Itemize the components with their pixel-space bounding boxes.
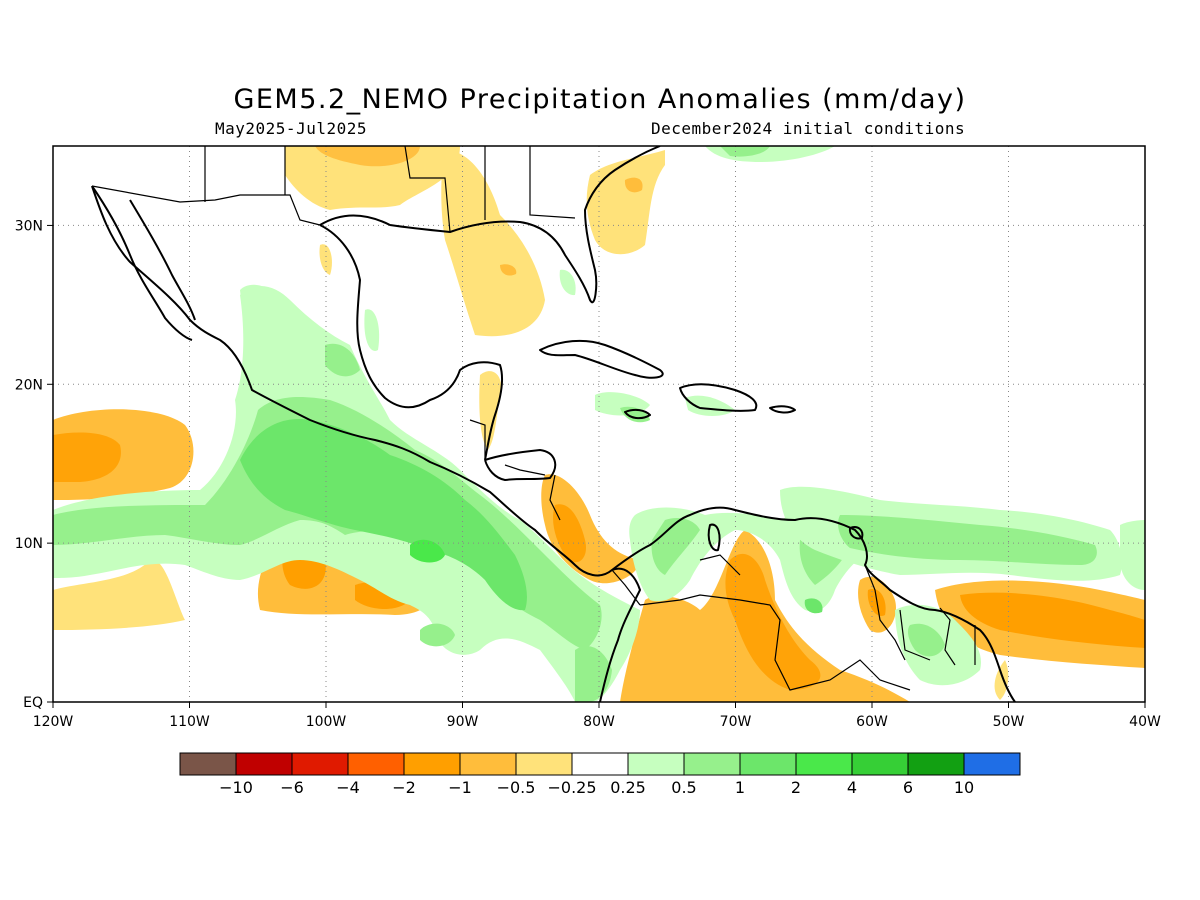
- colorbar-swatch: [235, 752, 293, 776]
- colorbar-swatch: [571, 752, 629, 776]
- colorbar-swatch: [627, 752, 685, 776]
- x-tick-label: 40W: [1129, 714, 1161, 730]
- colorbar-swatch: [683, 752, 741, 776]
- colorbar-swatch: [851, 752, 909, 776]
- colorbar-swatch: [907, 752, 965, 776]
- colorbar-swatch: [515, 752, 573, 776]
- colorbar-label: −2: [392, 778, 416, 797]
- colorbar-label: 0.25: [610, 778, 646, 797]
- y-tick-label: 10N: [15, 536, 43, 552]
- forecast-period: May2025-Jul2025: [215, 119, 367, 138]
- colorbar-label: −0.5: [497, 778, 536, 797]
- x-tick-label: 120W: [33, 714, 74, 730]
- map-title: GEM5.2_NEMO Precipitation Anomalies (mm/…: [233, 84, 967, 115]
- colorbar-label: −4: [336, 778, 360, 797]
- coastlines: [91, 146, 1016, 702]
- initial-conditions: December2024 initial conditions: [651, 119, 966, 138]
- y-tick-label: 20N: [15, 377, 43, 393]
- colorbar-label: −1: [448, 778, 472, 797]
- x-tick-label: 80W: [583, 714, 615, 730]
- colorbar-swatch: [291, 752, 349, 776]
- colorbar-swatch: [963, 752, 1021, 776]
- x-tick-label: 50W: [993, 714, 1025, 730]
- colorbar-label: 6: [903, 778, 913, 797]
- y-tick-label: EQ: [23, 695, 43, 711]
- map-axes: 120W 110W 100W 90W 80W 70W 60W 50W 40W EQ 10N 20N 30…: [15, 218, 1161, 730]
- colorbar-label: −10: [219, 778, 253, 797]
- colorbar-swatch: [347, 752, 405, 776]
- colorbar-swatch: [739, 752, 797, 776]
- colorbar-label: −6: [280, 778, 304, 797]
- colorbar-label: 2: [791, 778, 801, 797]
- colorbar-label: 10: [954, 778, 974, 797]
- country-borders: [91, 146, 976, 691]
- graticule: [53, 146, 1145, 702]
- colorbar-label: 4: [847, 778, 857, 797]
- colorbar-label: −0.25: [547, 778, 596, 797]
- colorbar-swatch: [403, 752, 461, 776]
- colorbar-swatch: [179, 752, 237, 776]
- colorbar-label: 0.5: [671, 778, 696, 797]
- x-tick-label: 60W: [856, 714, 888, 730]
- colorbar-label: 1: [735, 778, 745, 797]
- x-tick-label: 110W: [169, 714, 210, 730]
- wet-anomaly-shading: [53, 146, 1145, 702]
- x-tick-label: 70W: [720, 714, 752, 730]
- y-tick-label: 30N: [15, 218, 43, 234]
- colorbar-swatch: [795, 752, 853, 776]
- x-tick-label: 90W: [447, 714, 479, 730]
- anomaly-field: [53, 146, 1145, 702]
- x-tick-label: 100W: [306, 714, 347, 730]
- colorbar: −10 −6 −4 −2 −1 −0.5 −0.25 0.25 0.5 1 2 4 6 10: [179, 752, 1021, 797]
- colorbar-swatch: [459, 752, 517, 776]
